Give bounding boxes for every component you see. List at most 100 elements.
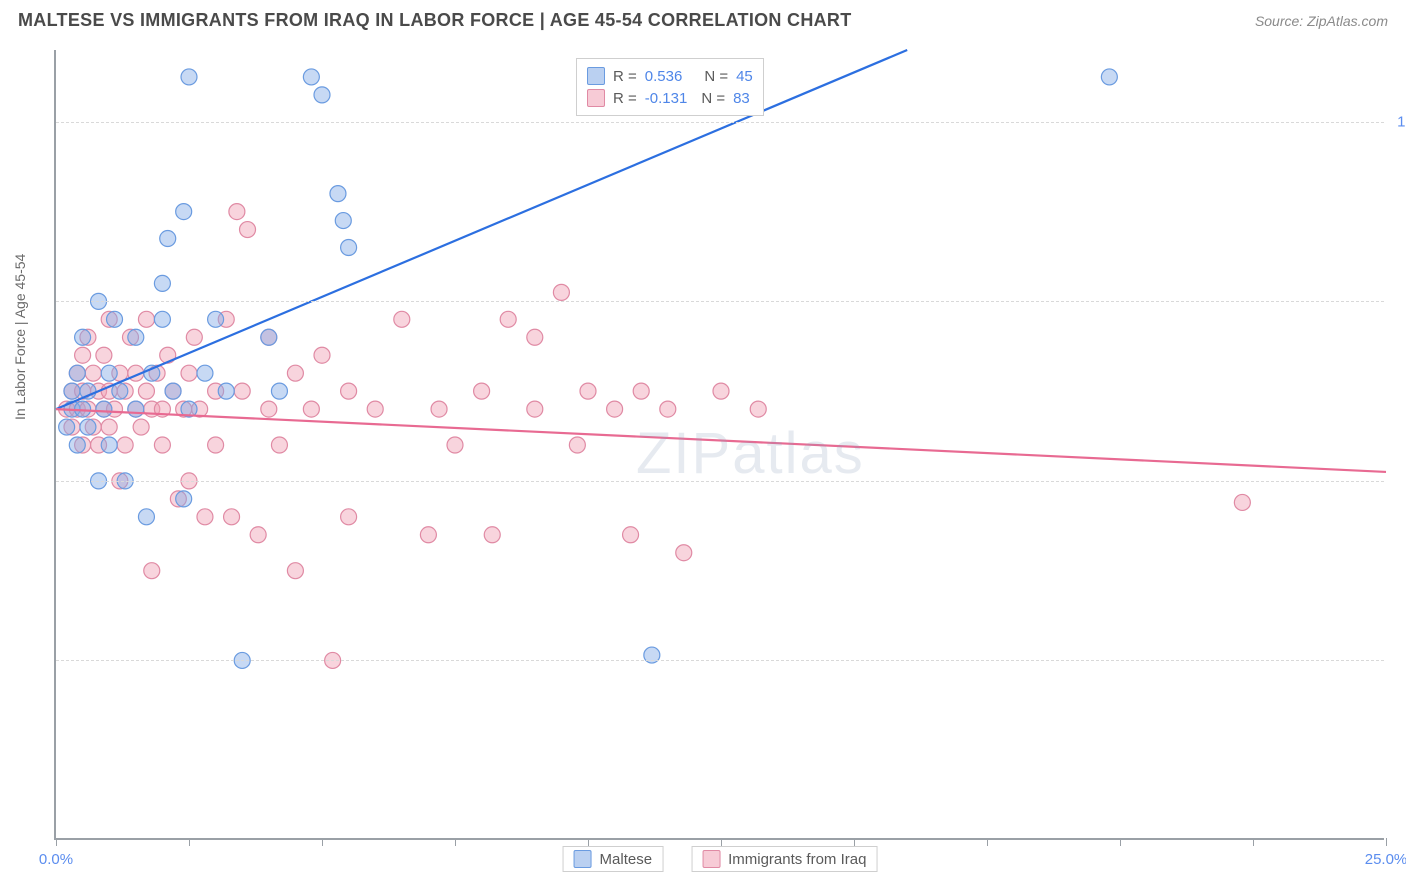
trend-line <box>56 409 1386 472</box>
legend-item-maltese: Maltese <box>563 846 664 872</box>
scatter-point <box>553 284 569 300</box>
x-tick-label: 25.0% <box>1365 851 1406 868</box>
x-tick <box>721 838 722 846</box>
header: MALTESE VS IMMIGRANTS FROM IRAQ IN LABOR… <box>0 0 1406 37</box>
scatter-point <box>447 437 463 453</box>
stat-r-label: R = <box>613 68 637 85</box>
swatch-pink-icon <box>702 850 720 868</box>
scatter-point <box>261 401 277 417</box>
scatter-point <box>154 275 170 291</box>
scatter-point <box>224 509 240 525</box>
scatter-point <box>181 365 197 381</box>
x-tick <box>588 838 589 846</box>
x-tick <box>56 838 57 846</box>
stats-row-maltese: R = 0.536 N = 45 <box>587 65 753 87</box>
scatter-point <box>165 383 181 399</box>
scatter-point <box>314 347 330 363</box>
scatter-point <box>287 365 303 381</box>
x-tick <box>987 838 988 846</box>
scatter-point <box>197 509 213 525</box>
stats-legend-box: R = 0.536 N = 45 R = -0.131 N = 83 <box>576 58 764 116</box>
scatter-point <box>1234 494 1250 510</box>
scatter-point <box>133 419 149 435</box>
scatter-point <box>484 527 500 543</box>
y-tick-label: 100.0% <box>1397 113 1406 130</box>
legend-label-maltese: Maltese <box>600 851 653 868</box>
scatter-point <box>64 383 80 399</box>
scatter-point <box>101 419 117 435</box>
x-tick <box>189 838 190 846</box>
stat-n-maltese: 45 <box>736 68 753 85</box>
scatter-point <box>271 383 287 399</box>
y-axis-label: In Labor Force | Age 45-54 <box>12 254 28 420</box>
scatter-point <box>176 204 192 220</box>
scatter-point <box>250 527 266 543</box>
legend-label-iraq: Immigrants from Iraq <box>728 851 866 868</box>
scatter-point <box>261 329 277 345</box>
x-tick <box>854 838 855 846</box>
swatch-pink-icon <box>587 89 605 107</box>
scatter-point <box>96 347 112 363</box>
scatter-point <box>367 401 383 417</box>
scatter-point <box>676 545 692 561</box>
scatter-point <box>208 311 224 327</box>
scatter-point <box>607 401 623 417</box>
legend-item-iraq: Immigrants from Iraq <box>691 846 877 872</box>
scatter-point <box>117 437 133 453</box>
scatter-point <box>580 383 596 399</box>
scatter-point <box>96 401 112 417</box>
scatter-point <box>138 311 154 327</box>
chart-title: MALTESE VS IMMIGRANTS FROM IRAQ IN LABOR… <box>18 10 852 31</box>
scatter-point <box>660 401 676 417</box>
x-tick <box>455 838 456 846</box>
scatter-point <box>101 365 117 381</box>
x-tick <box>1120 838 1121 846</box>
scatter-point <box>527 329 543 345</box>
swatch-blue-icon <box>587 67 605 85</box>
gridline-h <box>56 301 1384 302</box>
scatter-point <box>59 419 75 435</box>
stat-r-maltese: 0.536 <box>645 68 683 85</box>
x-tick <box>1386 838 1387 846</box>
scatter-point <box>101 437 117 453</box>
stat-n-iraq: 83 <box>733 90 750 107</box>
scatter-point <box>633 383 649 399</box>
stat-r-label-2: R = <box>613 90 637 107</box>
scatter-point <box>569 437 585 453</box>
stat-r-iraq: -0.131 <box>645 90 688 107</box>
scatter-point <box>208 437 224 453</box>
scatter-point <box>341 509 357 525</box>
x-tick-label: 0.0% <box>39 851 73 868</box>
scatter-point <box>154 311 170 327</box>
scatter-point <box>75 347 91 363</box>
scatter-point <box>240 222 256 238</box>
source-attribution: Source: ZipAtlas.com <box>1255 13 1388 29</box>
scatter-point <box>181 69 197 85</box>
scatter-point <box>527 401 543 417</box>
scatter-point <box>314 87 330 103</box>
gridline-h <box>56 481 1384 482</box>
scatter-point <box>107 311 123 327</box>
scatter-point <box>229 204 245 220</box>
scatter-point <box>420 527 436 543</box>
scatter-point <box>85 365 101 381</box>
scatter-point <box>138 509 154 525</box>
scatter-point <box>75 329 91 345</box>
scatter-point <box>69 365 85 381</box>
scatter-point <box>303 69 319 85</box>
scatter-point <box>341 240 357 256</box>
scatter-point <box>341 383 357 399</box>
stats-row-iraq: R = -0.131 N = 83 <box>587 87 753 109</box>
scatter-point <box>431 401 447 417</box>
scatter-point <box>394 311 410 327</box>
scatter-point <box>138 383 154 399</box>
scatter-point <box>474 383 490 399</box>
scatter-point <box>713 383 729 399</box>
gridline-h <box>56 660 1384 661</box>
scatter-point <box>623 527 639 543</box>
scatter-point <box>1101 69 1117 85</box>
scatter-point <box>335 213 351 229</box>
scatter-point <box>128 401 144 417</box>
scatter-point <box>69 437 85 453</box>
scatter-point <box>500 311 516 327</box>
